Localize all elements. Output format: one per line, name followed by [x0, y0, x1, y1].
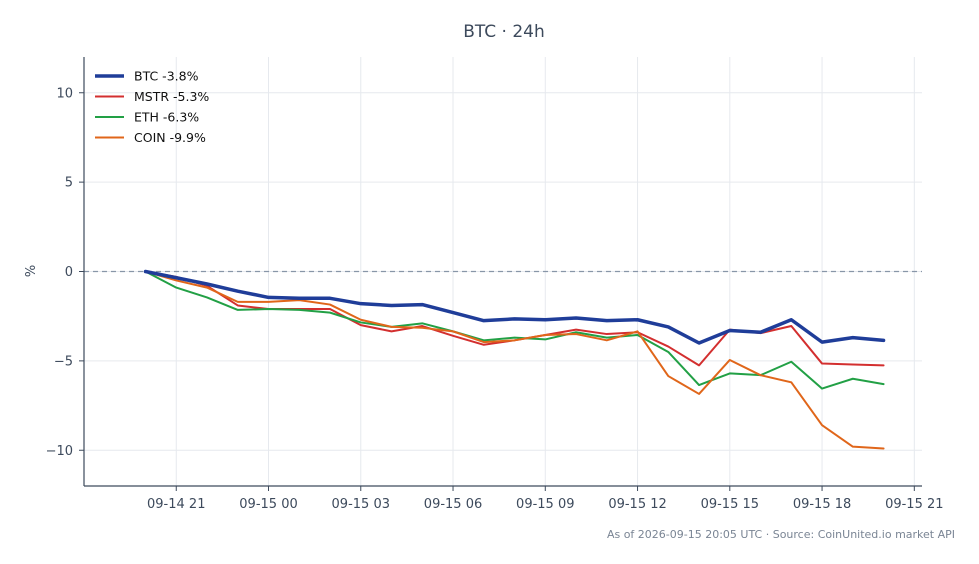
source-note: As of 2026-09-15 20:05 UTC · Source: Coi…	[607, 528, 955, 541]
series-lines	[143, 269, 886, 450]
legend-label-3: COIN -9.9%	[134, 130, 206, 145]
chart-title: BTC · 24h	[463, 22, 545, 42]
legend-label-0: BTC -3.8%	[134, 69, 199, 84]
y-tick-label: 10	[56, 86, 73, 101]
x-tick-label: 09-14 21	[147, 497, 205, 512]
legend-label-1: MSTR -5.3%	[134, 89, 209, 104]
x-tick-label: 09-15 06	[424, 497, 482, 512]
x-tick-label: 09-15 00	[239, 497, 297, 512]
legend-label-2: ETH -6.3%	[134, 110, 199, 125]
x-tick-label: 09-15 12	[608, 497, 666, 512]
x-tick-label: 09-15 03	[332, 497, 390, 512]
y-tick-label: 0	[65, 265, 73, 280]
y-tick-label: −10	[46, 444, 73, 459]
series-line-3	[144, 270, 885, 450]
y-axis-ticks: 10 5 0 −5 −10	[46, 86, 84, 459]
y-tick-label: 5	[65, 176, 73, 191]
x-tick-label: 09-15 09	[516, 497, 574, 512]
x-tick-label: 09-15 15	[701, 497, 759, 512]
y-tick-label: −5	[54, 354, 73, 369]
x-tick-label: 09-15 21	[885, 497, 943, 512]
x-tick-label: 09-15 18	[793, 497, 851, 512]
x-axis-ticks: 09-14 21 09-15 00 09-15 03 09-15 06 09-15 09…	[147, 486, 944, 512]
series-line-0	[143, 269, 886, 345]
y-axis-label: %	[24, 265, 39, 277]
legend: BTC -3.8% MSTR -5.3% ETH -6.3% COIN -9.9%	[95, 69, 209, 145]
